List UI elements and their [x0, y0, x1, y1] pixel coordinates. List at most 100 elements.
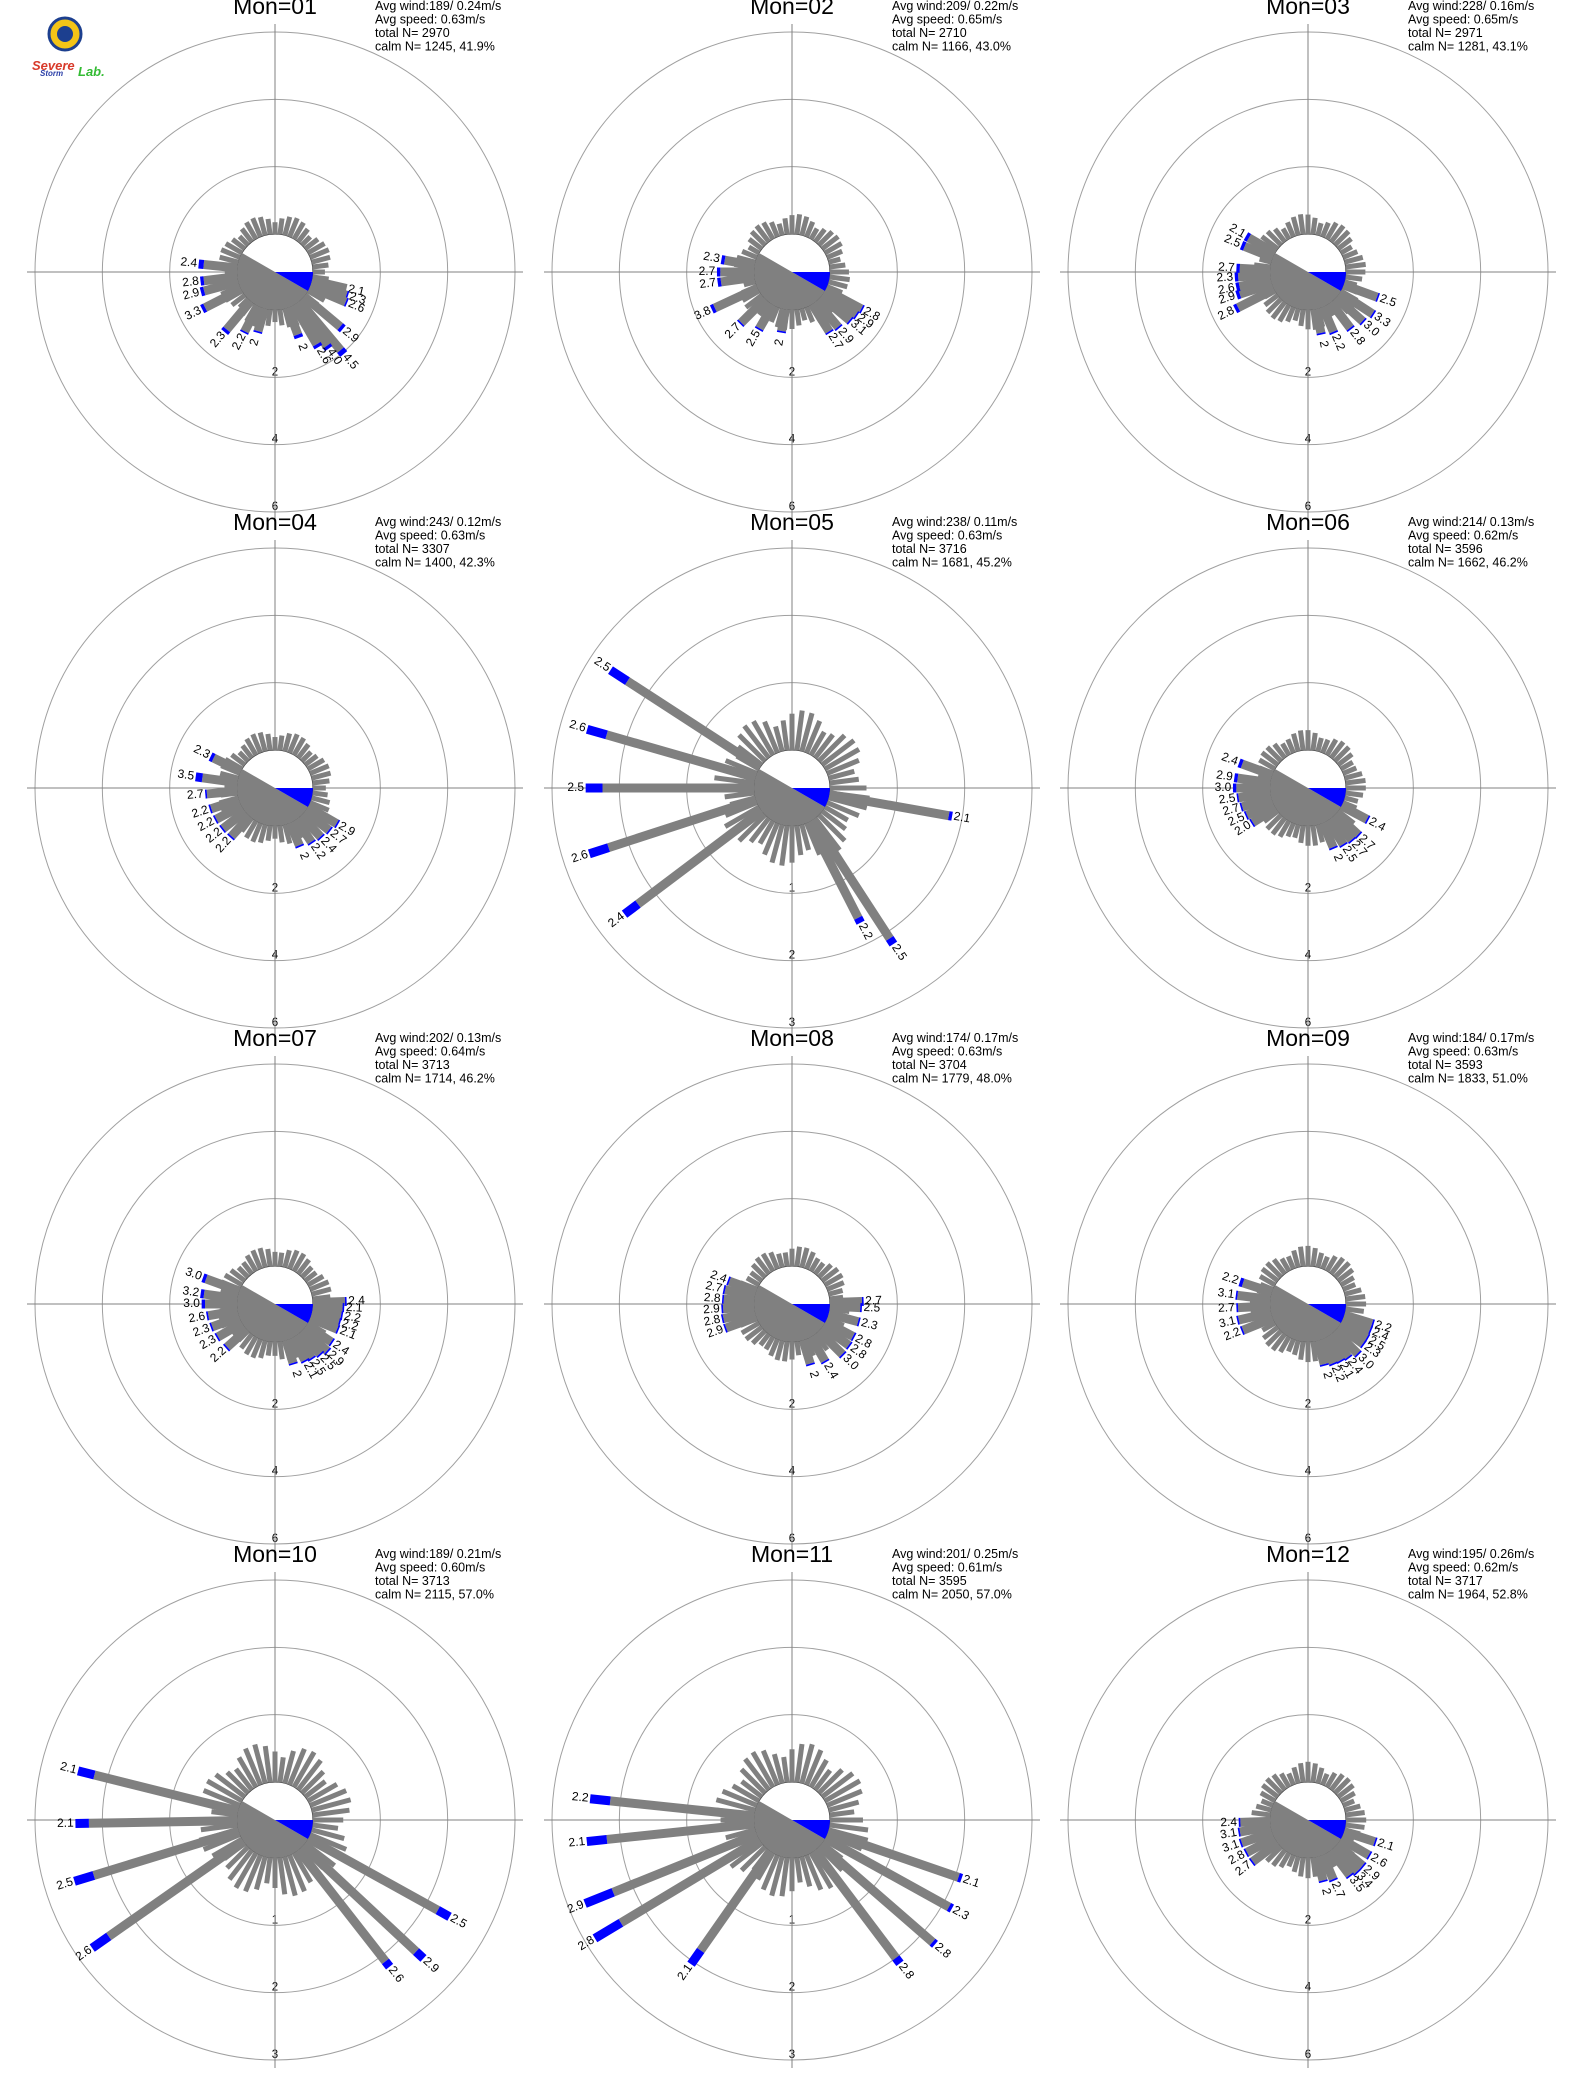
direction-bar-minor [1261, 1783, 1280, 1799]
calm-sector [754, 1285, 825, 1342]
direction-bar [1239, 1822, 1272, 1837]
direction-bar-minor [291, 221, 306, 241]
stats-calm-n: calm N= 1281, 43.1% [1408, 40, 1528, 54]
direction-bar-minor [1344, 795, 1359, 804]
direction-bar [606, 1819, 755, 1844]
direction-bar-high [1328, 1361, 1338, 1367]
direction-bar-minor [303, 753, 319, 767]
panel-title: Mon=11 [751, 1541, 833, 1567]
direction-bar-minor [311, 795, 331, 806]
direction-bar [1237, 773, 1271, 788]
direction-bar-high [323, 1347, 332, 1356]
direction-bar-minor [757, 300, 771, 317]
calm-sector-recent [792, 1304, 830, 1323]
stats-avg-speed: Avg speed: 0.63m/s [892, 1045, 1002, 1059]
direction-bar [1327, 299, 1354, 331]
direction-bar-minor [202, 1788, 241, 1808]
direction-bar-minor [237, 750, 250, 763]
direction-bar-minor [813, 1768, 833, 1792]
direction-bar-high [76, 1766, 96, 1780]
direction-bar [1318, 1853, 1338, 1881]
direction-bar [611, 1830, 759, 1897]
stats-total-n: total N= 2970 [375, 26, 450, 40]
direction-bar-minor [277, 1341, 285, 1360]
direction-bar-minor [1336, 236, 1353, 251]
direction-bar-minor [306, 288, 326, 303]
direction-bar-minor [799, 1247, 810, 1268]
bar-value-label: 2.8 [702, 1312, 722, 1329]
bar-value-label: 2.2 [571, 1789, 589, 1805]
direction-bar [738, 295, 769, 326]
direction-bar-minor [799, 1743, 815, 1784]
direction-bar-minor [729, 1841, 764, 1869]
calm-sector-recent [275, 1304, 313, 1323]
direction-bar-high [1239, 1326, 1245, 1336]
stats-avg-speed: Avg speed: 0.63m/s [892, 529, 1002, 543]
calm-sector [1270, 769, 1341, 827]
direction-bar [297, 812, 324, 840]
bar-value-label: 2 [1331, 852, 1347, 864]
direction-bar-minor [1298, 1857, 1306, 1877]
bar-value-label: 2.9 [705, 1322, 726, 1341]
direction-bar [722, 1307, 756, 1323]
direction-bar-minor [306, 757, 326, 772]
direction-bar-minor [781, 1756, 790, 1783]
direction-bar-minor [1320, 738, 1331, 754]
direction-bar-minor [200, 1822, 238, 1833]
direction-bar-minor [227, 1848, 254, 1881]
direction-bar-minor [311, 1827, 345, 1841]
direction-bar-minor [1286, 1854, 1296, 1868]
direction-bar [777, 308, 790, 332]
direction-bar [712, 283, 760, 313]
direction-bar-minor [253, 1856, 268, 1891]
direction-bar-minor [312, 778, 330, 786]
direction-bar-minor [799, 216, 810, 236]
direction-bar-minor [1265, 1261, 1283, 1279]
direction-bar-high [854, 915, 865, 925]
direction-bar-minor [829, 274, 851, 283]
direction-bar-minor [287, 1854, 307, 1893]
direction-bar [1330, 1844, 1360, 1875]
direction-bar-minor [277, 309, 285, 326]
direction-bar-minor [820, 234, 840, 251]
direction-bar-minor [781, 1341, 790, 1362]
direction-bar-minor [277, 825, 285, 843]
stats-total-n: total N= 3717 [1408, 1574, 1483, 1588]
direction-bar [106, 1838, 247, 1941]
direction-bar-minor [813, 1261, 826, 1276]
bar-value-label: 2.1 [338, 1323, 359, 1342]
direction-bar [297, 1329, 324, 1357]
direction-bar [607, 795, 758, 852]
stats-total-n: total N= 3704 [892, 1058, 967, 1072]
stats-avg-speed: Avg speed: 0.63m/s [375, 529, 485, 543]
bar-value-label: 2.8 [1215, 303, 1237, 323]
direction-bar-minor [740, 1320, 761, 1336]
direction-bar-minor [763, 1335, 776, 1351]
direction-bar-high [343, 297, 349, 307]
direction-bar [818, 292, 853, 324]
bar-value-label: 3.1 [1220, 1836, 1241, 1855]
direction-bar-minor [291, 1252, 307, 1273]
direction-bar [1242, 242, 1275, 262]
direction-bar-high [1328, 845, 1338, 851]
logo-lab-text: Lab. [78, 64, 105, 79]
calm-sector-recent [792, 1820, 830, 1839]
direction-bar-minor [1345, 261, 1367, 270]
direction-bar-minor [230, 237, 247, 251]
direction-bar-minor [1336, 1267, 1355, 1283]
direction-bar [93, 1770, 240, 1816]
direction-bar [253, 307, 269, 333]
direction-bar-high [1235, 289, 1242, 300]
direction-bar-high [585, 724, 608, 740]
direction-bar [308, 282, 348, 307]
bar-value-label: 2.7 [186, 786, 204, 801]
direction-bar-minor [277, 1756, 286, 1783]
direction-bar-minor [1324, 738, 1339, 757]
direction-bar-minor [1344, 254, 1364, 265]
bar-value-label: 2.6 [187, 1309, 206, 1326]
direction-bar [1240, 1828, 1274, 1848]
direction-bar-minor [804, 220, 816, 238]
direction-bar-minor [311, 770, 332, 781]
stats-calm-n: calm N= 1714, 46.2% [375, 1072, 495, 1086]
